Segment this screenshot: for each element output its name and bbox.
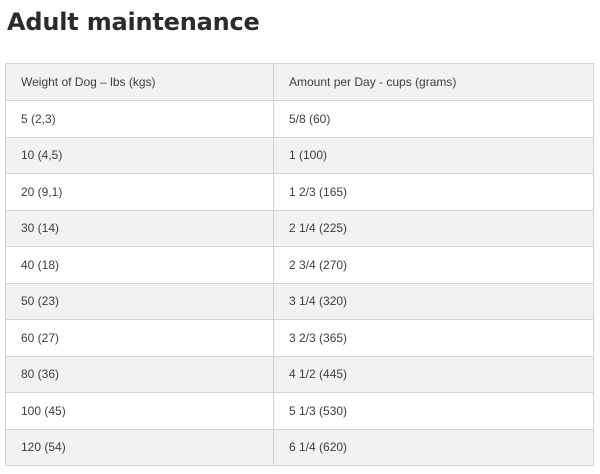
page-title: Adult maintenance [7,8,260,36]
column-header-amount: Amount per Day - cups (grams) [273,63,594,101]
table-body: 5 (2,3) 5/8 (60) 10 (4,5) 1 (100) 20 (9,… [5,100,594,466]
table-row: 30 (14) 2 1/4 (225) [5,209,594,247]
table-header: Weight of Dog – lbs (kgs) Amount per Day… [5,63,594,101]
feeding-table-container: Weight of Dog – lbs (kgs) Amount per Day… [5,63,594,466]
amount-cell: 3 1/4 (320) [273,282,594,320]
weight-cell: 30 (14) [5,209,274,247]
column-header-weight: Weight of Dog – lbs (kgs) [5,63,274,101]
amount-cell: 5 1/3 (530) [273,392,594,430]
table-row: 50 (23) 3 1/4 (320) [5,282,594,320]
table-row: 20 (9,1) 1 2/3 (165) [5,173,594,211]
table-row: 60 (27) 3 2/3 (365) [5,319,594,357]
table-row: 40 (18) 2 3/4 (270) [5,246,594,284]
table-row: 120 (54) 6 1/4 (620) [5,428,594,466]
table-row: 100 (45) 5 1/3 (530) [5,392,594,430]
weight-cell: 40 (18) [5,246,274,284]
amount-cell: 2 1/4 (225) [273,209,594,247]
amount-cell: 4 1/2 (445) [273,355,594,393]
weight-cell: 120 (54) [5,428,274,466]
weight-cell: 50 (23) [5,282,274,320]
feeding-table: Weight of Dog – lbs (kgs) Amount per Day… [5,63,594,466]
weight-cell: 20 (9,1) [5,173,274,211]
amount-cell: 2 3/4 (270) [273,246,594,284]
weight-cell: 5 (2,3) [5,100,274,138]
weight-cell: 80 (36) [5,355,274,393]
weight-cell: 10 (4,5) [5,136,274,174]
amount-cell: 6 1/4 (620) [273,428,594,466]
weight-cell: 60 (27) [5,319,274,357]
table-row: 10 (4,5) 1 (100) [5,136,594,174]
amount-cell: 3 2/3 (365) [273,319,594,357]
amount-cell: 5/8 (60) [273,100,594,138]
table-row: 80 (36) 4 1/2 (445) [5,355,594,393]
weight-cell: 100 (45) [5,392,274,430]
header-row: Weight of Dog – lbs (kgs) Amount per Day… [5,63,594,101]
table-row: 5 (2,3) 5/8 (60) [5,100,594,138]
amount-cell: 1 2/3 (165) [273,173,594,211]
amount-cell: 1 (100) [273,136,594,174]
